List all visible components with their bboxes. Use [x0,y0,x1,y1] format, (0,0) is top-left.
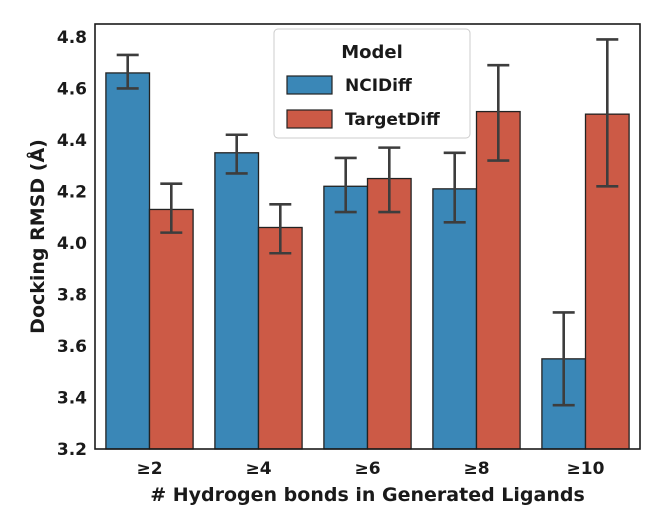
y-tick-label: 4.4 [57,131,87,151]
error-bar-targetdiff-4 [487,63,510,162]
legend-swatch-targetdiff [286,109,333,129]
plot-frame [94,23,641,450]
error-bar-ncidiff-5 [552,311,575,407]
legend-title: Model [341,42,403,63]
x-axis-title: # Hydrogen bonds in Generated Ligands [150,484,585,506]
error-bar-targetdiff-5 [596,38,619,188]
error-bar-ncidiff-3 [334,156,357,214]
x-tick-label: ≥2 [136,459,162,479]
bar-ncidiff-1 [105,72,151,450]
y-tick-labels: 3.2 3.4 3.6 3.8 4.0 4.2 4.4 4.6 4.8 [57,28,87,460]
bar-ncidiff-2 [214,152,260,450]
x-tick-label: ≥10 [567,459,605,479]
y-tick-label: 4.2 [57,182,87,202]
error-bar-ncidiff-2 [225,133,248,175]
x-tick-label: ≥4 [245,459,271,479]
error-bar-targetdiff-1 [160,182,183,234]
legend-items: NCIDiff TargetDiff [286,75,440,130]
y-tick-label: 3.8 [57,285,87,305]
y-tick-label: 4.0 [57,234,87,254]
error-bars-layer [116,38,619,407]
bar-targetdiff-4 [475,110,521,450]
legend-swatch-ncidiff [286,75,333,95]
x-tick-labels: ≥2 ≥4 ≥6 ≥8 ≥10 [136,459,604,479]
y-tick-label: 3.4 [57,388,87,408]
legend-label-ncidiff: NCIDiff [345,76,412,96]
y-axis-title: Docking RMSD (Å) [25,139,49,334]
y-tick-label: 4.6 [57,79,87,99]
legend-label-targetdiff: TargetDiff [345,110,440,130]
legend: Model NCIDiff TargetDiff [273,28,471,139]
x-tick-label: ≥6 [354,459,380,479]
y-tick-label: 4.8 [57,28,87,48]
bar-targetdiff-2 [257,226,303,450]
bar-ncidiff-3 [323,185,369,450]
legend-item-targetdiff: TargetDiff [286,109,440,130]
bars-layer [105,72,630,450]
error-bar-ncidiff-4 [443,151,466,224]
y-tick-label: 3.6 [57,337,87,357]
x-tick-label: ≥8 [463,459,489,479]
error-bar-ncidiff-1 [116,53,139,90]
bar-targetdiff-3 [366,177,412,450]
error-bar-targetdiff-3 [378,146,401,214]
legend-item-ncidiff: NCIDiff [286,75,412,96]
y-tick-label: 3.2 [57,440,87,460]
bar-targetdiff-1 [148,208,194,450]
error-bar-targetdiff-2 [269,203,292,255]
bar-ncidiff-4 [432,188,478,450]
